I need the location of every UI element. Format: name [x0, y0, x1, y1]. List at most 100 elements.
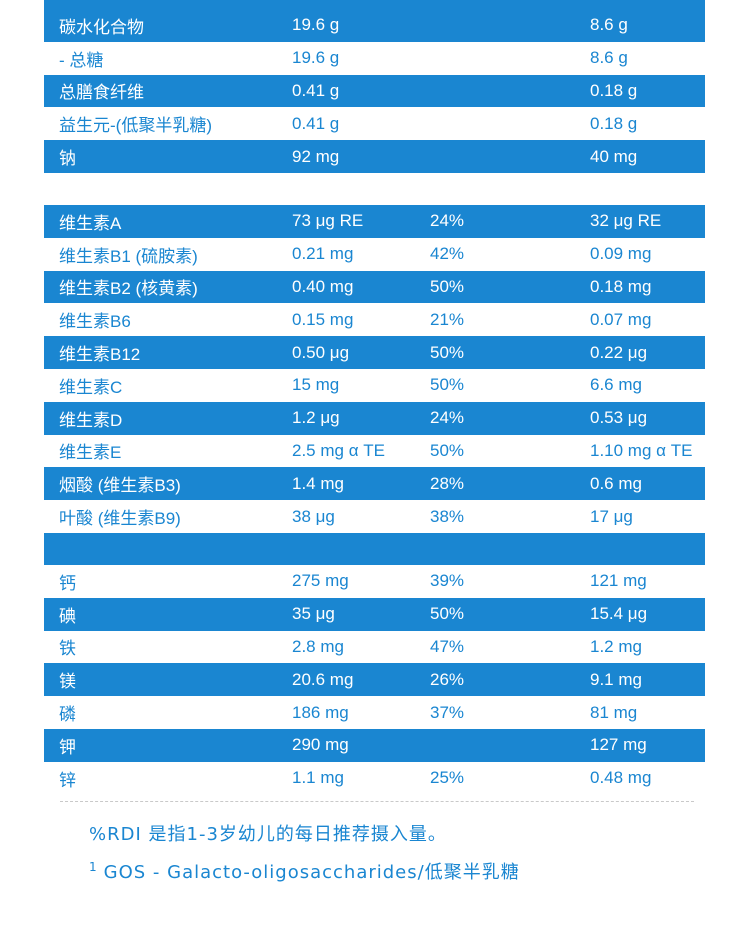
amount-per-serving: 0.18 g: [590, 113, 638, 133]
amount-per-serving: 9.1 mg: [590, 669, 642, 689]
amount-per-100g: 15 mg: [292, 375, 340, 395]
table-row: 维生素B12 0.50 μg 50% 0.22 μg: [44, 336, 705, 369]
amount-per-serving: 1.10 mg α TE: [590, 440, 693, 460]
table-row: 益生元-(低聚半乳糖) 0.41 g 0.18 g: [44, 107, 705, 141]
table-row: 铁 2.8 mg 47% 1.2 mg: [44, 630, 705, 664]
rdi-percent: 50%: [430, 342, 465, 362]
table-row: [44, 532, 705, 566]
nutrient-name: 碘: [59, 606, 76, 626]
amount-per-100g: 0.15 mg: [292, 309, 354, 329]
amount-per-serving: 8.6 g: [590, 48, 628, 68]
nutrition-table-vitamins: 维生素A 73 μg RE 24% 32 μg RE 维生素B1 (硫胺素) 0.21 m…: [44, 205, 705, 566]
nutrient-name: 镁: [59, 672, 76, 692]
table-row: 维生素B6 0.15 mg 21% 0.07 mg: [44, 303, 705, 337]
amount-per-serving: 0.18 mg: [590, 276, 652, 296]
table-row: 叶酸 (维生素B9) 38 μg 38% 17 μg: [44, 500, 705, 533]
table-top-edge: [44, 0, 705, 9]
table-row: 钠 92 mg 40 mg: [44, 140, 705, 173]
nutrient-name: 维生素B12: [59, 345, 141, 365]
amount-per-100g: 2.5 mg α TE: [292, 440, 385, 460]
nutrient-name: 维生素E: [59, 443, 122, 463]
gos-footnote: 1 GOS - Galacto-oligosaccharides/低聚半乳糖: [89, 858, 520, 884]
amount-per-100g: 0.21 mg: [292, 244, 354, 264]
nutrient-name: 钙: [59, 573, 76, 593]
amount-per-100g: 290 mg: [292, 735, 349, 755]
rdi-footnote-text: %RDI 是指1-3岁幼儿的每日推荐摄入量。: [89, 824, 447, 845]
table-row: 维生素B2 (核黄素) 0.40 mg 50% 0.18 mg: [44, 270, 705, 304]
amount-per-serving: 0.48 mg: [590, 768, 652, 788]
nutrient-name: 铁: [59, 639, 76, 659]
table-row: 维生素A 73 μg RE 24% 32 μg RE: [44, 205, 705, 238]
table-row: 锌 1.1 mg 25% 0.48 mg: [44, 761, 705, 795]
nutrient-name: 碳水化合物: [59, 17, 144, 37]
amount-per-serving: 121 mg: [590, 571, 647, 591]
amount-per-100g: 275 mg: [292, 571, 349, 591]
amount-per-serving: 0.22 μg: [590, 342, 648, 362]
nutrient-name: 维生素C: [59, 377, 123, 397]
nutrient-name: 维生素B2 (核黄素): [59, 279, 198, 299]
table-row: 碘 35 μg 50% 15.4 μg: [44, 597, 705, 631]
nutrient-name: 维生素D: [59, 410, 123, 430]
amount-per-serving: 6.6 mg: [590, 375, 642, 395]
amount-per-100g: 2.8 mg: [292, 636, 344, 656]
rdi-percent: 24%: [430, 408, 465, 428]
amount-per-100g: 73 μg RE: [292, 211, 364, 231]
amount-per-100g: 38 μg: [292, 506, 335, 526]
rdi-percent: 28%: [430, 473, 465, 493]
amount-per-serving: 1.2 mg: [590, 636, 642, 656]
table-row: 维生素E 2.5 mg α TE 50% 1.10 mg α TE: [44, 434, 705, 468]
rdi-percent: 37%: [430, 702, 465, 722]
amount-per-serving: 0.6 mg: [590, 473, 642, 493]
amount-per-serving: 0.09 mg: [590, 244, 652, 264]
amount-per-serving: 81 mg: [590, 702, 638, 722]
rdi-percent: 50%: [430, 604, 465, 624]
table-row: 磷 186 mg 37% 81 mg: [44, 696, 705, 729]
rdi-footnote: %RDI 是指1-3岁幼儿的每日推荐摄入量。: [89, 820, 447, 846]
footnote-marker: 1: [89, 860, 98, 874]
amount-per-serving: 15.4 μg: [590, 604, 648, 624]
table-row: 维生素C 15 mg 50% 6.6 mg: [44, 368, 705, 402]
nutrient-name: 维生素B6: [59, 312, 131, 332]
amount-per-serving: 32 μg RE: [590, 211, 662, 231]
amount-per-100g: 19.6 g: [292, 48, 340, 68]
table-row: 总膳食纤维 0.41 g 0.18 g: [44, 74, 705, 108]
rdi-percent: 24%: [430, 211, 465, 231]
amount-per-serving: 0.07 mg: [590, 309, 652, 329]
nutrient-name: 钾: [59, 737, 76, 757]
amount-per-100g: 0.40 mg: [292, 276, 354, 296]
rdi-percent: 39%: [430, 571, 465, 591]
amount-per-100g: 186 mg: [292, 702, 349, 722]
amount-per-100g: 0.41 g: [292, 113, 340, 133]
nutrition-table-minerals: 钙 275 mg 39% 121 mg 碘 35 μg 50% 15.4 μg 铁 2.8 mg 4…: [44, 565, 705, 795]
rdi-percent: 47%: [430, 636, 465, 656]
table-row: 钙 275 mg 39% 121 mg: [44, 565, 705, 598]
amount-per-100g: 1.4 mg: [292, 473, 344, 493]
table-row: 维生素B1 (硫胺素) 0.21 mg 42% 0.09 mg: [44, 237, 705, 271]
amount-per-100g: 92 mg: [292, 146, 340, 166]
amount-per-100g: 1.1 mg: [292, 768, 344, 788]
amount-per-serving: 8.6 g: [590, 15, 628, 35]
rdi-percent: 38%: [430, 506, 465, 526]
nutrient-name: 锌: [59, 770, 76, 790]
table-row: - 总糖 19.6 g 8.6 g: [44, 41, 705, 75]
table-row: 维生素D 1.2 μg 24% 0.53 μg: [44, 401, 705, 435]
amount-per-100g: 1.2 μg: [292, 408, 340, 428]
table-row: 钾 290 mg 127 mg: [44, 728, 705, 762]
nutrient-name: 磷: [59, 705, 76, 725]
amount-per-100g: 35 μg: [292, 604, 335, 624]
nutrient-name: 益生元-(低聚半乳糖): [59, 116, 212, 136]
rdi-percent: 26%: [430, 669, 465, 689]
amount-per-100g: 0.41 g: [292, 80, 340, 100]
nutrient-name: 维生素A: [59, 213, 122, 233]
rdi-percent: 50%: [430, 440, 465, 460]
rdi-percent: 42%: [430, 244, 465, 264]
nutrient-name: 叶酸 (维生素B9): [59, 509, 181, 529]
divider: [60, 801, 694, 802]
amount-per-serving: 0.53 μg: [590, 408, 648, 428]
amount-per-serving: 0.18 g: [590, 80, 638, 100]
amount-per-serving: 40 mg: [590, 146, 638, 166]
nutrient-name: - 总糖: [59, 50, 104, 70]
table-row: 烟酸 (维生素B3) 1.4 mg 28% 0.6 mg: [44, 467, 705, 501]
nutrient-name: 钠: [59, 149, 76, 169]
rdi-percent: 25%: [430, 768, 465, 788]
